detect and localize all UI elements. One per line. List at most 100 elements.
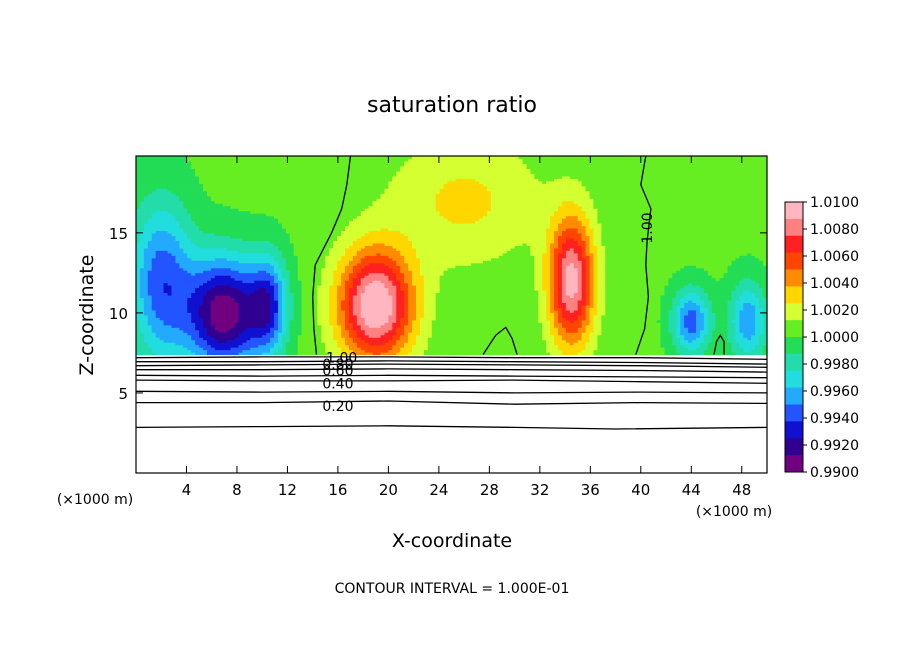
field-cell <box>155 156 161 160</box>
field-cell <box>187 265 192 269</box>
field-cell <box>199 332 204 336</box>
field-cell <box>222 250 228 254</box>
field-cell <box>206 257 212 261</box>
field-cell <box>159 247 165 251</box>
field-cell <box>203 327 208 331</box>
field-cell <box>179 312 184 316</box>
field-cell <box>163 193 169 197</box>
field-cell <box>199 344 204 348</box>
field-cell <box>175 235 180 239</box>
field-cell <box>159 287 165 291</box>
field-cell <box>167 213 173 217</box>
field-cell <box>139 342 145 346</box>
field-cell <box>222 183 228 187</box>
field-cell <box>179 175 184 179</box>
field-cell <box>214 198 220 202</box>
field-cell <box>206 180 212 184</box>
field-cell <box>151 280 157 284</box>
field-cell <box>222 322 228 326</box>
field-cell <box>151 299 157 304</box>
field-cell <box>151 302 157 306</box>
field-cell <box>183 193 188 197</box>
field-cell <box>136 175 141 179</box>
field-cell <box>191 175 196 179</box>
field-cell <box>218 227 224 232</box>
field-cell <box>230 227 236 232</box>
field-cell <box>139 304 145 308</box>
field-cell <box>143 302 149 306</box>
field-cell <box>155 230 161 234</box>
field-cell <box>203 342 208 346</box>
field-cell <box>214 173 220 177</box>
field-cell <box>143 213 149 217</box>
field-cell <box>155 180 161 184</box>
field-cell <box>136 242 141 246</box>
field-cell <box>136 240 141 244</box>
field-cell <box>167 312 173 316</box>
field-cell <box>163 290 169 294</box>
field-cell <box>143 242 149 246</box>
field-cell <box>175 314 180 318</box>
field-cell <box>230 337 236 341</box>
field-cell <box>171 265 177 269</box>
field-cell <box>155 324 161 328</box>
field-cell <box>183 232 188 237</box>
field-cell <box>218 210 224 214</box>
field-cell <box>139 324 145 328</box>
field-cell <box>206 309 212 313</box>
field-cell <box>179 319 184 323</box>
field-cell <box>151 158 157 162</box>
field-cell <box>191 245 196 249</box>
field-cell <box>199 352 204 356</box>
field-cell <box>226 302 232 306</box>
field-cell <box>187 200 192 204</box>
field-cell <box>199 208 204 212</box>
field-cell <box>159 314 165 318</box>
field-cell <box>136 324 141 328</box>
field-cell <box>210 213 216 217</box>
field-cell <box>167 220 173 224</box>
field-cell <box>203 267 208 271</box>
field-cell <box>218 190 224 194</box>
field-cell <box>222 242 228 246</box>
field-cell <box>175 205 180 209</box>
field-cell <box>222 203 228 207</box>
field-cell <box>151 203 157 207</box>
field-cell <box>147 235 153 239</box>
field-cell <box>179 160 184 165</box>
field-cell <box>222 309 228 313</box>
field-cell <box>171 342 177 346</box>
field-cell <box>210 309 216 313</box>
field-cell <box>155 170 161 174</box>
field-cell <box>159 232 165 237</box>
field-cell <box>191 240 196 244</box>
field-cell <box>195 168 200 172</box>
field-cell <box>187 245 192 249</box>
field-cell <box>159 200 165 204</box>
field-cell <box>214 163 220 167</box>
field-cell <box>136 156 141 160</box>
field-cell <box>230 334 236 338</box>
field-cell <box>179 210 184 214</box>
field-cell <box>191 307 196 311</box>
field-cell <box>163 282 169 286</box>
field-cell <box>171 160 177 165</box>
field-cell <box>163 349 169 353</box>
field-cell <box>206 200 212 204</box>
field-cell <box>175 183 180 187</box>
field-cell <box>179 280 184 284</box>
field-cell <box>222 252 228 256</box>
field-cell <box>230 282 236 286</box>
field-cell <box>187 232 192 237</box>
field-cell <box>163 292 169 296</box>
field-cell <box>218 173 224 177</box>
field-cell <box>222 307 228 311</box>
field-cell <box>218 302 224 306</box>
field-cell <box>151 247 157 251</box>
field-cell <box>218 344 224 348</box>
field-cell <box>151 160 157 165</box>
field-cell <box>218 158 224 162</box>
field-cell <box>210 205 216 209</box>
field-cell <box>143 304 149 308</box>
field-cell <box>234 272 240 276</box>
